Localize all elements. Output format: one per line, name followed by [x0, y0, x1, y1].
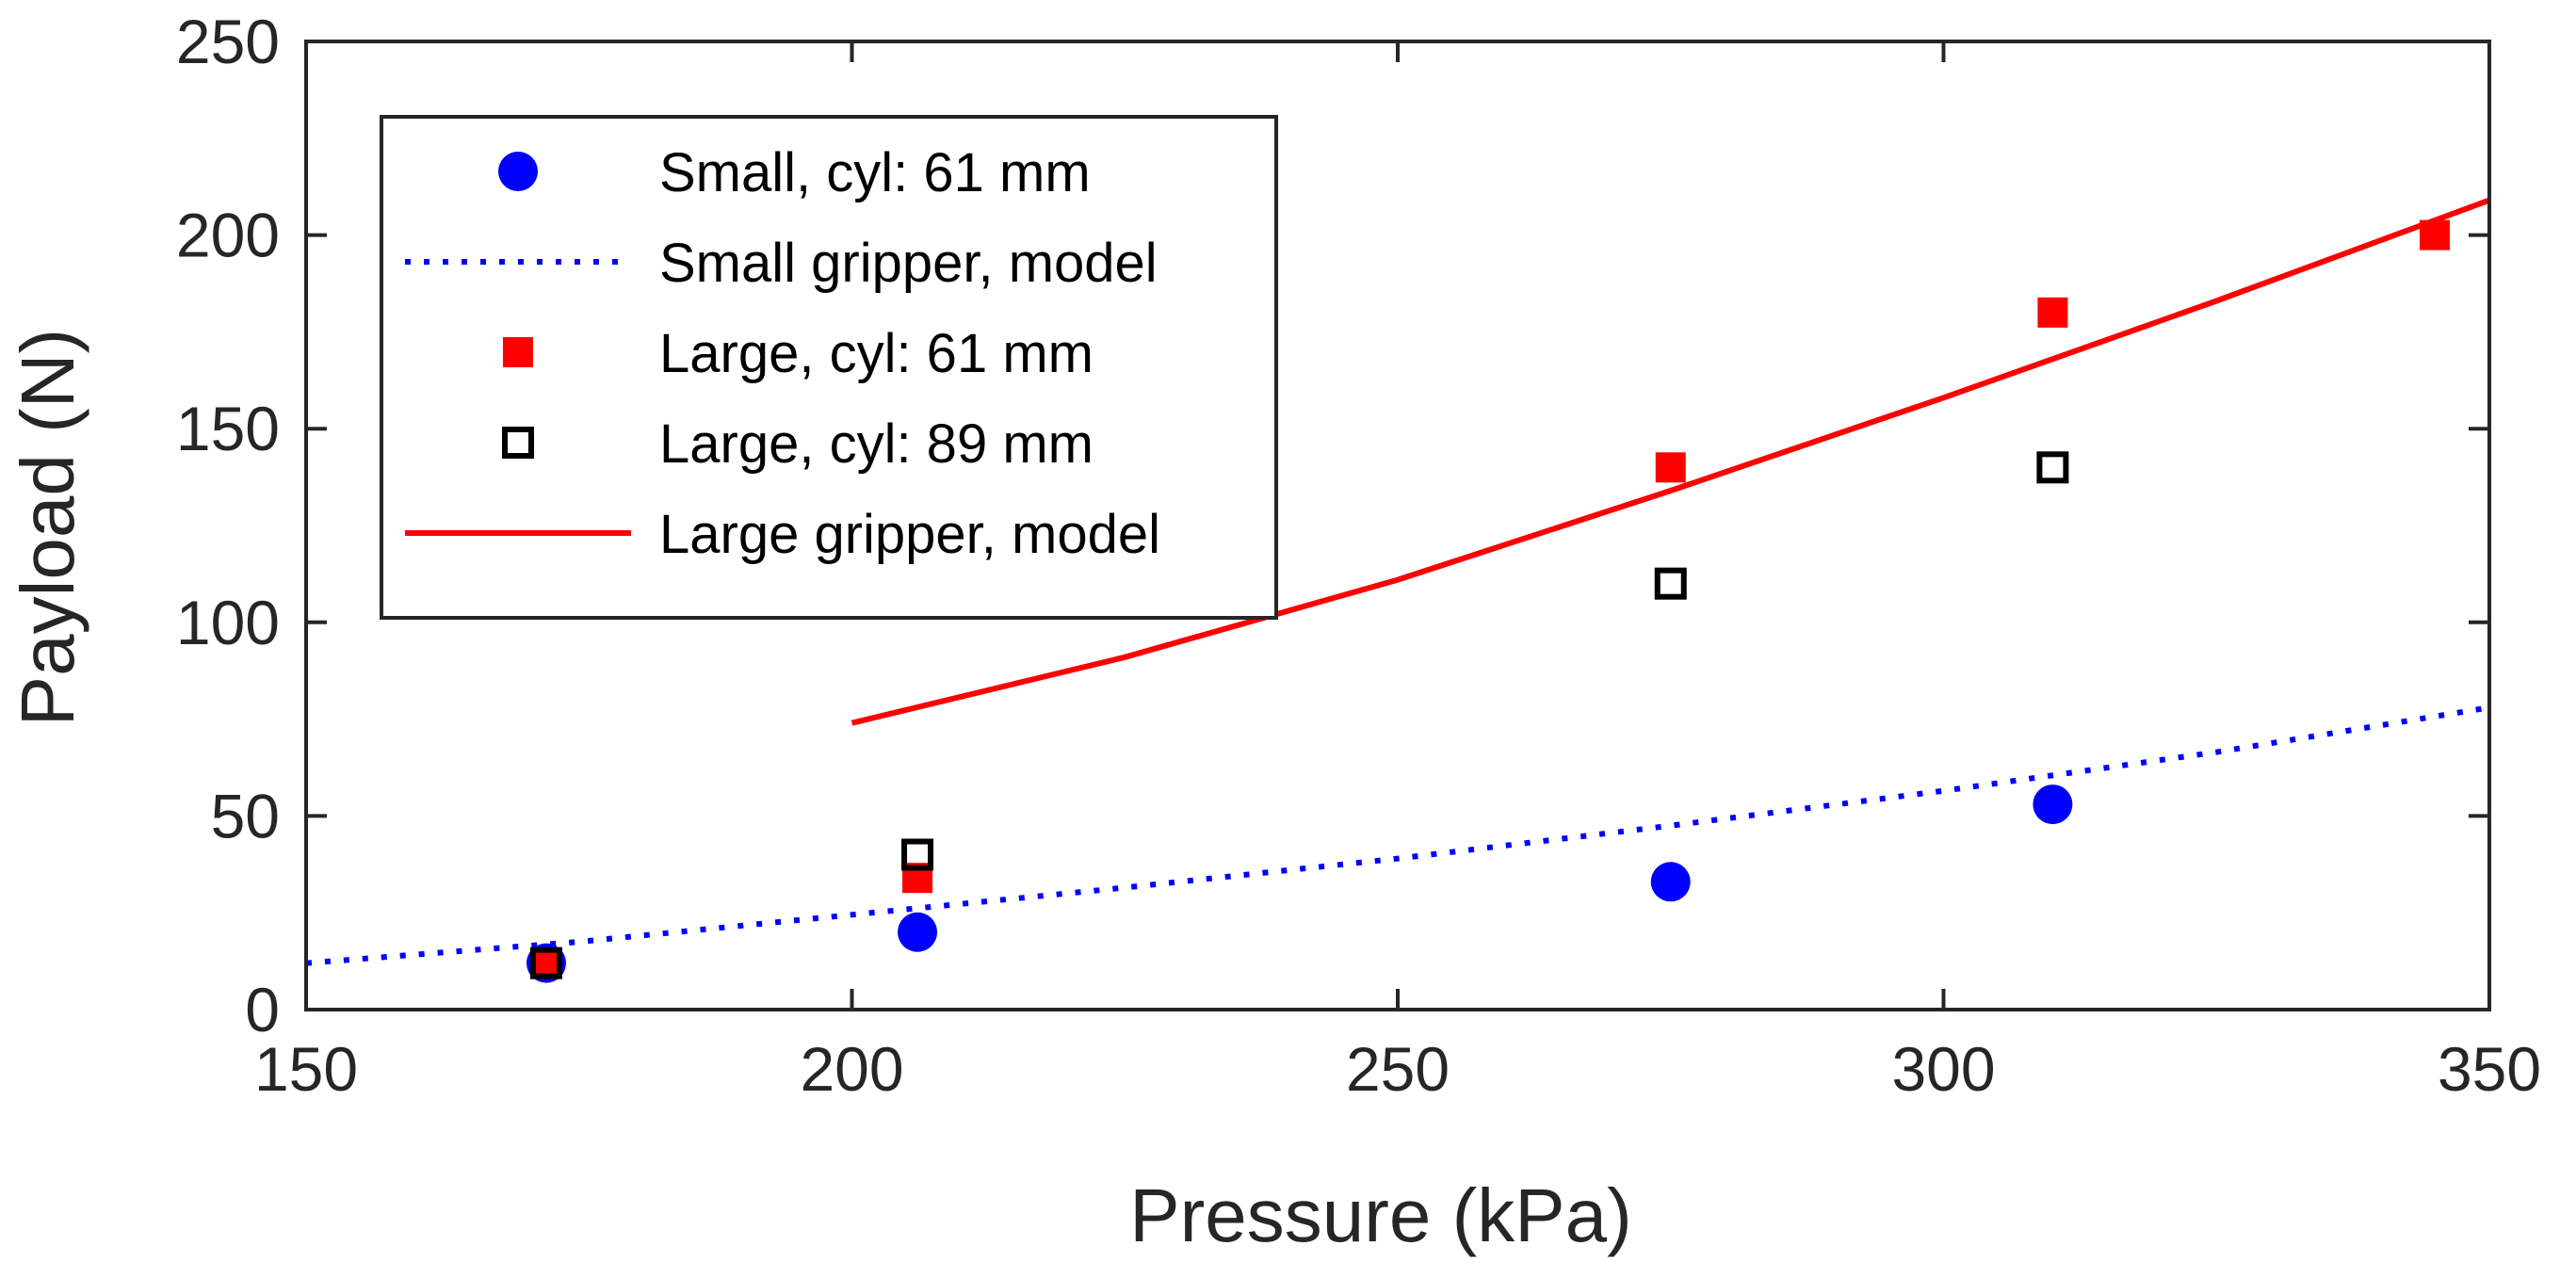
series-layer [306, 197, 2489, 983]
legend-marker-swatch [503, 337, 533, 367]
legend-entry: Large, cyl: 61 mm [503, 323, 1094, 384]
data-point [529, 946, 562, 979]
axes-layer: 150 200 250 300 350 0 50 100 150 200 250 [176, 7, 2541, 1104]
legend-label: Small, cyl: 61 mm [659, 142, 1091, 203]
legend-label: Large gripper, model [659, 504, 1160, 565]
x-axis-title: Pressure (kPa) [1129, 1173, 1631, 1257]
data-point [1654, 567, 1687, 600]
x-tick-label: 250 [1346, 1034, 1450, 1104]
y-tick-label: 100 [176, 588, 280, 657]
legend: Small, cyl: 61 mm Small gripper, model Lar… [380, 115, 1278, 620]
data-point [530, 947, 561, 979]
y-tick-label: 200 [176, 201, 280, 270]
data-point [1650, 862, 1691, 902]
x-tick-label: 350 [2438, 1034, 2541, 1104]
legend-label: Small gripper, model [659, 233, 1158, 294]
y-axis-title: Payload (N) [6, 329, 89, 726]
legend-entry: Small, cyl: 61 mm [498, 142, 1091, 203]
x-tick-label: 150 [254, 1034, 358, 1104]
legend-entry: Small gripper, model [405, 233, 1158, 294]
y-tick-label: 150 [176, 394, 280, 463]
series-line [306, 704, 2489, 966]
legend-label: Large, cyl: 61 mm [659, 323, 1094, 384]
y-tick-label: 250 [176, 7, 280, 76]
data-point [2037, 297, 2068, 328]
series-1 [306, 704, 2489, 966]
data-point [901, 838, 934, 871]
series-line [851, 197, 2489, 726]
legend-entry: Large gripper, model [405, 504, 1160, 565]
series-4 [851, 197, 2489, 726]
legend-marker-swatch [502, 427, 534, 459]
y-tick-label: 0 [245, 975, 280, 1044]
y-tick-label: 50 [211, 781, 280, 850]
legend-marker-swatch [498, 152, 538, 191]
legend-label: Large, cyl: 89 mm [659, 413, 1094, 475]
x-tick-label: 200 [800, 1034, 903, 1104]
data-point [1655, 452, 1686, 483]
data-point [898, 912, 938, 952]
data-point [2033, 785, 2073, 825]
series-3 [529, 451, 2069, 979]
data-point [2036, 451, 2069, 484]
legend-entry: Large, cyl: 89 mm [502, 413, 1094, 475]
x-tick-label: 300 [1891, 1034, 1995, 1104]
